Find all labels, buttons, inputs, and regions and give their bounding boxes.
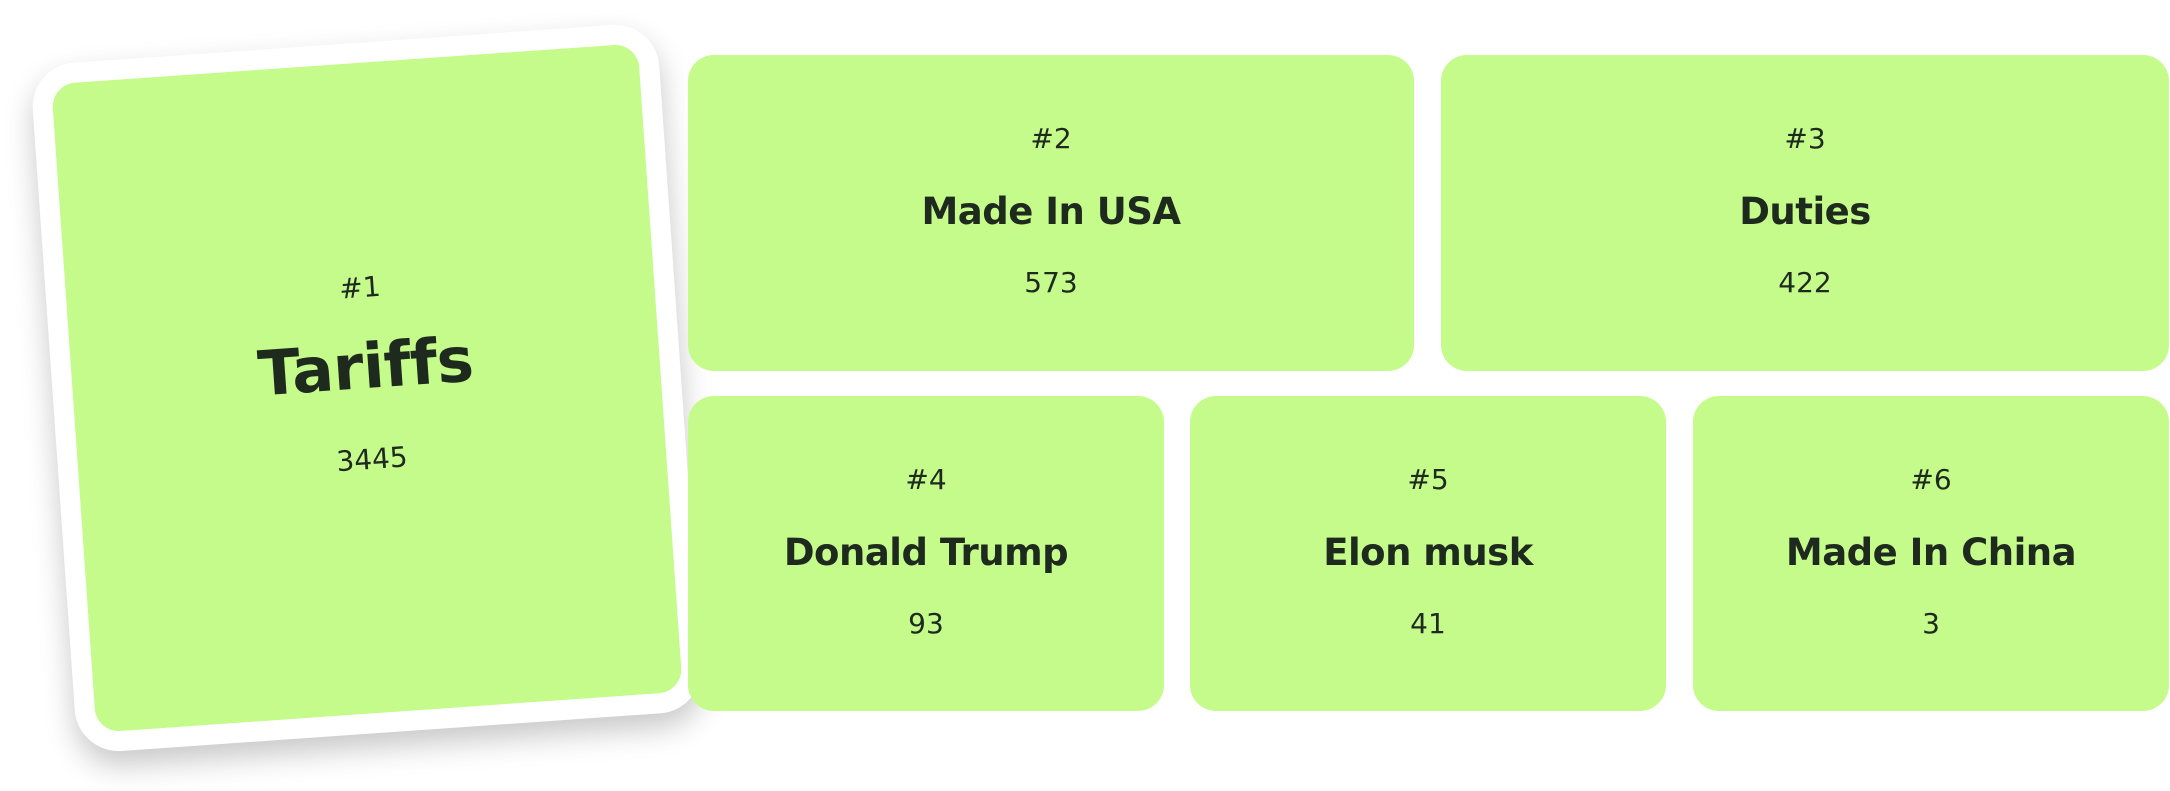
rank: #3 <box>1784 122 1826 155</box>
topic-card[interactable]: #1 Tariffs 3445 <box>29 21 705 755</box>
topic-card[interactable]: #6 Made In China 3 <box>1693 396 2169 711</box>
topic-name: Made In USA <box>921 190 1181 233</box>
count: 3 <box>1922 607 1940 640</box>
count: 93 <box>908 607 944 640</box>
topic-name: Donald Trump <box>783 531 1069 574</box>
topic-card[interactable]: #5 Elon musk 41 <box>1190 396 1666 711</box>
topic-card[interactable]: #3 Duties 422 <box>1441 55 2169 371</box>
rank: #5 <box>1407 463 1449 496</box>
rank: #1 <box>338 269 382 306</box>
rank: #2 <box>1030 122 1072 155</box>
topic-name: Duties <box>1739 190 1871 233</box>
count: 41 <box>1410 607 1446 640</box>
topic-name: Tariffs <box>255 322 476 411</box>
count: 422 <box>1778 266 1832 299</box>
topic-name: Elon musk <box>1323 531 1533 574</box>
topic-card[interactable]: #2 Made In USA 573 <box>688 55 1414 371</box>
topic-card[interactable]: #4 Donald Trump 93 <box>688 396 1164 711</box>
rank: #6 <box>1910 463 1952 496</box>
rank: #4 <box>905 463 947 496</box>
count: 3445 <box>335 440 409 479</box>
topic-name: Made In China <box>1785 531 2077 574</box>
count: 573 <box>1024 266 1078 299</box>
